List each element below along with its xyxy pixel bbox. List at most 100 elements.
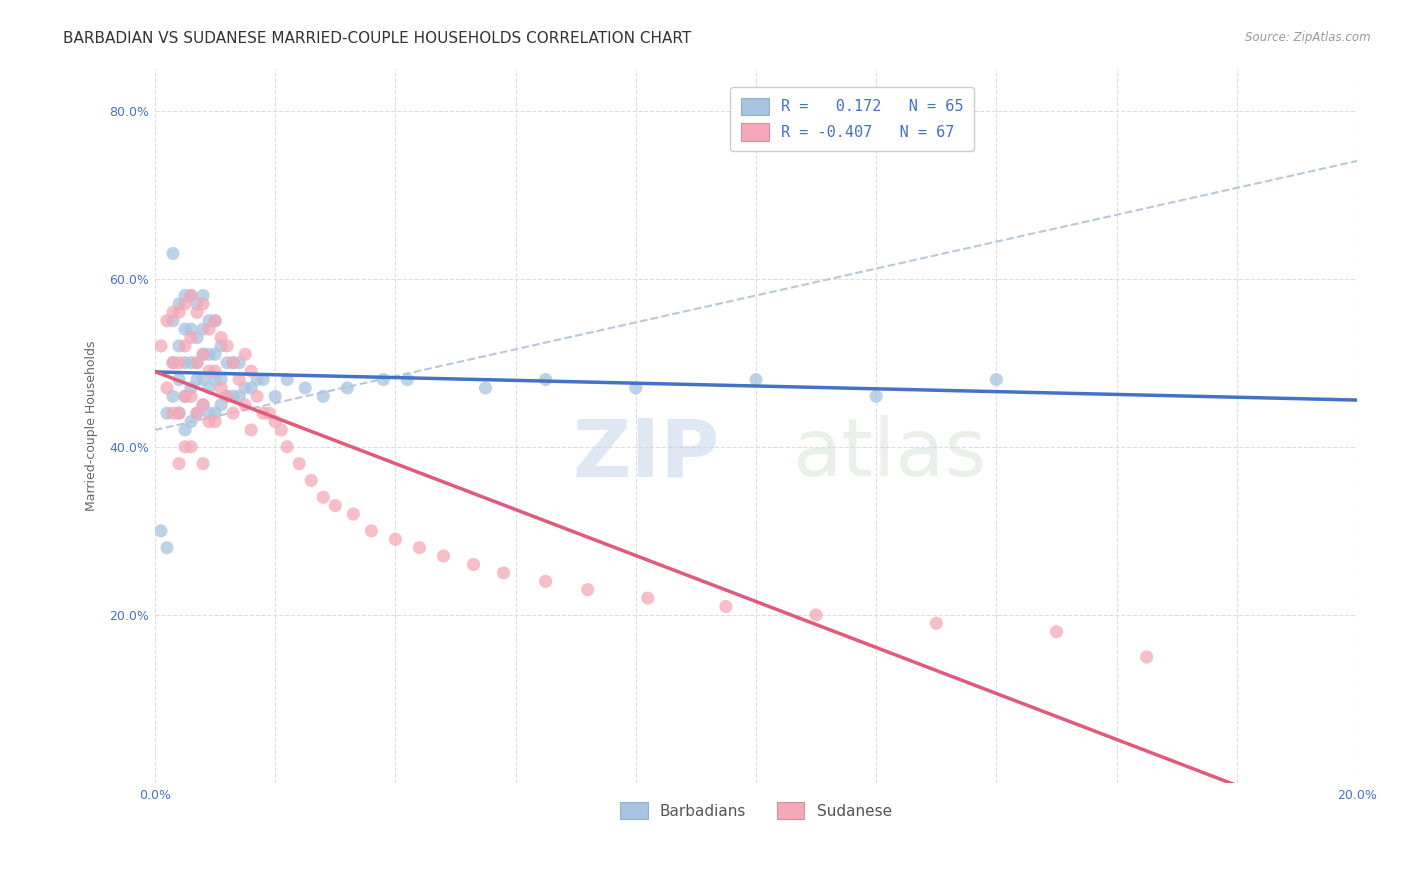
Point [576,582,599,597]
Point [167,406,190,420]
Point [156,406,179,420]
Point [191,288,214,302]
Point [240,381,263,395]
Point [191,457,214,471]
Point [209,339,232,353]
Point [186,373,208,387]
Point [174,440,197,454]
Text: BARBADIAN VS SUDANESE MARRIED-COUPLE HOUSEHOLDS CORRELATION CHART: BARBADIAN VS SUDANESE MARRIED-COUPLE HOU… [63,31,692,46]
Point [204,406,226,420]
Point [252,406,274,420]
Point [233,381,256,395]
Point [174,356,197,370]
Point [180,322,202,336]
Point [186,305,208,319]
Point [191,398,214,412]
Point [180,330,202,344]
Point [174,339,197,353]
Point [204,347,226,361]
Point [492,566,515,580]
Point [162,356,184,370]
Point [299,474,322,488]
Text: atlas: atlas [792,416,987,493]
Point [174,389,197,403]
Point [209,398,232,412]
Point [198,322,221,336]
Point [360,524,382,538]
Point [714,599,737,614]
Point [432,549,454,563]
Point [198,406,221,420]
Point [384,533,406,547]
Point [209,381,232,395]
Point [191,398,214,412]
Point [257,406,280,420]
Point [204,314,226,328]
Point [174,322,197,336]
Point [156,381,179,395]
Point [167,373,190,387]
Point [191,347,214,361]
Point [233,347,256,361]
Point [312,389,335,403]
Point [186,406,208,420]
Point [804,607,827,622]
Point [624,381,647,395]
Point [373,373,395,387]
Point [180,381,202,395]
Point [149,524,172,538]
Point [228,356,250,370]
Point [180,288,202,302]
Point [186,297,208,311]
Point [198,364,221,378]
Point [198,415,221,429]
Point [264,389,287,403]
Point [198,314,221,328]
Point [463,558,485,572]
Point [246,389,269,403]
Point [167,356,190,370]
Point [162,246,184,260]
Point [217,389,239,403]
Point [1045,624,1067,639]
Point [204,314,226,328]
Point [174,389,197,403]
Point [156,314,179,328]
Point [745,373,768,387]
Point [233,398,256,412]
Text: ZIP: ZIP [572,416,720,493]
Point [323,499,346,513]
Point [246,373,269,387]
Point [217,356,239,370]
Point [222,356,245,370]
Point [228,389,250,403]
Point [474,381,496,395]
Legend: Barbadians, Sudanese: Barbadians, Sudanese [614,796,898,825]
Point [180,415,202,429]
Point [408,541,430,555]
Point [222,356,245,370]
Point [167,297,190,311]
Point [186,406,208,420]
Point [228,373,250,387]
Point [174,288,197,302]
Point [270,423,292,437]
Point [174,297,197,311]
Point [637,591,659,606]
Point [180,440,202,454]
Point [204,415,226,429]
Y-axis label: Married-couple Households: Married-couple Households [86,341,98,511]
Point [534,373,557,387]
Point [217,389,239,403]
Point [336,381,359,395]
Point [396,373,419,387]
Point [240,423,263,437]
Point [186,330,208,344]
Point [222,389,245,403]
Point [167,305,190,319]
Point [174,423,197,437]
Point [162,314,184,328]
Point [191,322,214,336]
Point [217,339,239,353]
Point [204,373,226,387]
